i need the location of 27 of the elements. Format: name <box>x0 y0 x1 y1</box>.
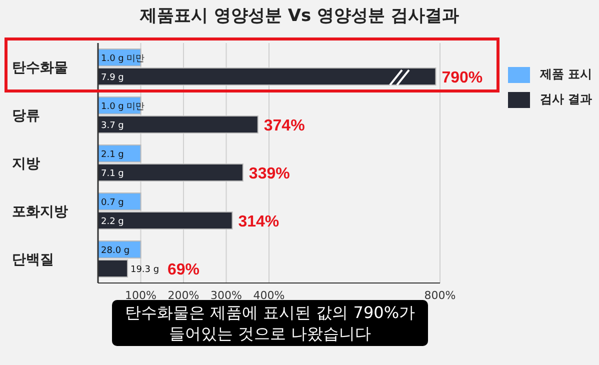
annotation: 7.9 g <box>101 73 124 83</box>
annotation: 28.0 g <box>101 246 130 256</box>
y-tick-label: 탄수화물 <box>12 60 68 76</box>
data-label: 374% <box>264 118 305 134</box>
y-tick-label: 당류 <box>12 108 40 124</box>
chart-title: 제품표시 영양성분 Vs 영양성분 검사결과 <box>138 5 460 27</box>
annotation: 2.2 g <box>101 217 124 227</box>
data-label: 69% <box>167 262 200 278</box>
data-label: 339% <box>248 166 290 182</box>
annotation: 0.7 g <box>101 198 124 208</box>
x-tick-label: 400% <box>253 288 285 302</box>
y-tick-label: 포화지방 <box>12 204 68 220</box>
text: 탄수화물은 제품에 표시된 값의 790%가 들어있는 것으로 나왔습니다 <box>112 300 428 346</box>
data-label: 314% <box>238 214 280 230</box>
y-tick-label: 단백질 <box>12 252 54 268</box>
legend-label: 제품 표시 <box>539 66 592 83</box>
annotation: 3.7 g <box>101 121 124 131</box>
x-tick-label: 800% <box>424 288 456 302</box>
data-label: 790% <box>442 70 483 86</box>
y-tick-label: 지방 <box>12 156 40 172</box>
x-tick-label: 100% <box>125 288 156 302</box>
annotation: 7.1 g <box>101 169 124 179</box>
x-tick-label: 300% <box>210 288 242 302</box>
legend-label: 검사 결과 <box>539 91 592 108</box>
annotation: 19.3 g <box>130 265 160 275</box>
x-tick-label: 200% <box>168 288 200 302</box>
annotation: 2.1 g <box>101 150 124 160</box>
